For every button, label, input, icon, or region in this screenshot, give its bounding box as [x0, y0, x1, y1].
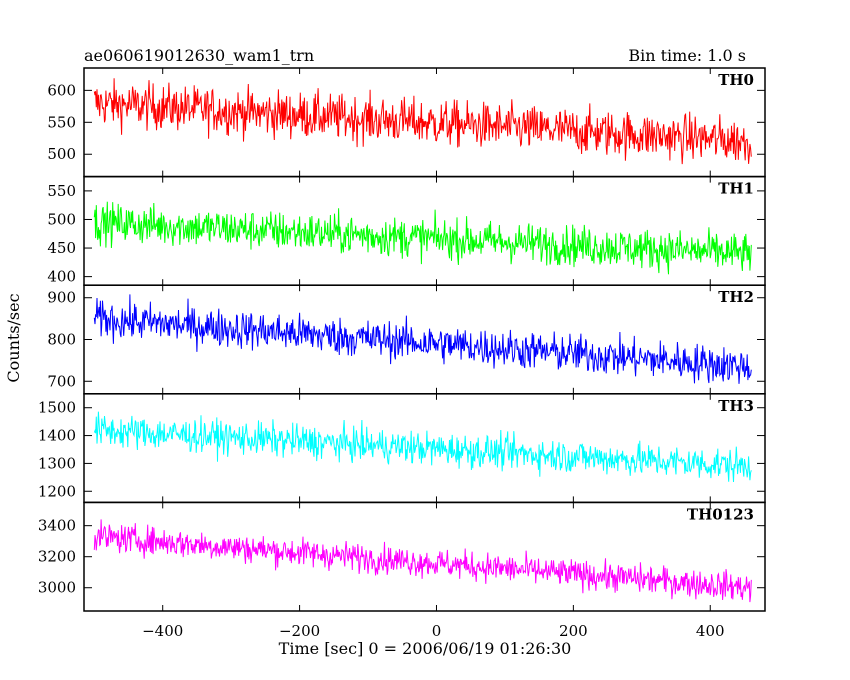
- y-axis-title: Counts/sec: [4, 293, 23, 382]
- y-tick-label: 500: [47, 145, 76, 163]
- header-left: ae060619012630_wam1_trn: [84, 46, 314, 65]
- panel-th0: 500 550 600 TH0: [47, 67, 766, 178]
- x-axis: −400 −200 0 200 400: [142, 622, 724, 640]
- y-tick-label: 1200: [38, 482, 76, 500]
- x-axis-title: Time [sec] 0 = 2006/06/19 01:26:30: [279, 639, 572, 658]
- y-tick-label: 700: [47, 372, 76, 390]
- x-tick-label: −200: [279, 622, 320, 640]
- panel-label-th0123: TH0123: [687, 505, 754, 523]
- y-tick-label: 900: [47, 289, 76, 307]
- panel-label-th3: TH3: [718, 397, 754, 415]
- panel-th0123: 3000 3200 3400 TH0123: [38, 501, 766, 612]
- y-tick-label: 450: [47, 239, 76, 257]
- y-tick-label: 3000: [38, 579, 76, 597]
- y-tick-label: 1300: [38, 454, 76, 472]
- y-tick-label: 600: [47, 81, 76, 99]
- panel-frame: [83, 501, 766, 612]
- panel-th2: 700 800 900 TH2: [47, 284, 766, 395]
- y-tick-label: 400: [47, 268, 76, 286]
- y-tick-label: 500: [47, 210, 76, 228]
- y-tick-label: 550: [47, 113, 76, 131]
- panel-label-th2: TH2: [718, 288, 754, 306]
- series-line-th1: [93, 201, 752, 275]
- x-tick-label: −400: [142, 622, 183, 640]
- panel-label-th1: TH1: [718, 180, 754, 198]
- series-line-th0123: [93, 519, 752, 603]
- series-line-th2: [93, 294, 752, 384]
- y-tick-label: 550: [47, 182, 76, 200]
- series-line-th3: [93, 411, 752, 483]
- y-tick-label: 1400: [38, 427, 76, 445]
- y-tick-label: 3200: [38, 548, 76, 566]
- panel-th1: 400 450 500 550 TH1: [47, 175, 766, 286]
- x-tick-label: 0: [432, 622, 442, 640]
- y-tick-label: 1500: [38, 399, 76, 417]
- x-tick-label: 400: [696, 622, 725, 640]
- x-tick-label: 200: [559, 622, 588, 640]
- y-tick-label: 800: [47, 331, 76, 349]
- header-right: Bin time: 1.0 s: [628, 46, 746, 65]
- panel-frame: [83, 393, 766, 504]
- panel-th3: 1200 1300 1400 1500 TH3: [38, 393, 766, 504]
- panel-label-th0: TH0: [718, 71, 754, 89]
- series-line-th0: [93, 78, 752, 165]
- panels: 500 550 600 TH0 400 450 500 550 TH1 700 800 900 TH2 1…: [38, 67, 766, 612]
- y-tick-label: 3400: [38, 517, 76, 535]
